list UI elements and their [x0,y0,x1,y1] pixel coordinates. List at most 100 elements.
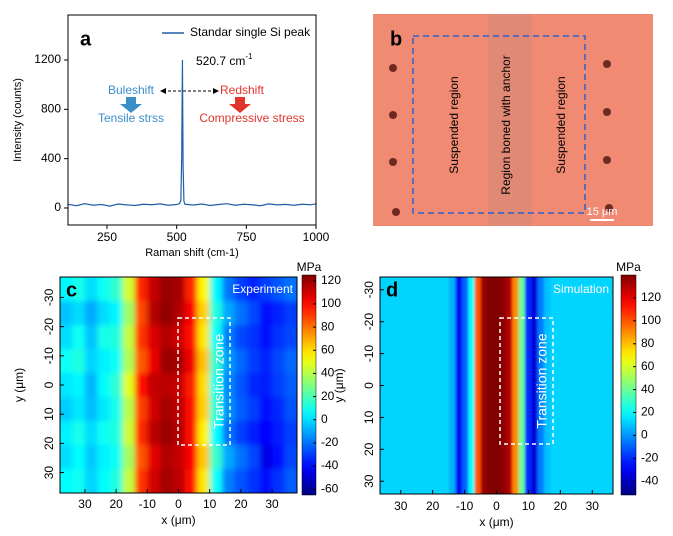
heatmap-cell [209,349,223,374]
colorbar [620,274,637,496]
heatmap-cell [109,349,123,374]
colorbar-tick-label: 80 [641,336,655,350]
heatmap-cell [147,445,161,470]
legend-label: Standar single Si peak [190,25,311,39]
heatmap-cell [259,421,273,446]
panel-label: d [386,279,398,301]
heatmap-cell [284,469,297,493]
heatmap-cell [247,469,261,493]
transition-box [499,317,554,445]
heatmap-cell [172,349,186,374]
heatmap-cell [184,349,198,374]
stress-label: Tensile strss [98,111,164,125]
heatmap-cell [197,301,211,326]
heatmap-cell [524,277,532,494]
heatmap-cell [197,397,211,422]
heatmap-cell [222,325,236,350]
heatmap-cell [222,373,236,398]
heatmap-cell [272,349,286,374]
anchor-band [488,14,532,226]
inset-label: Experiment [232,282,293,296]
heatmap-cell [247,349,261,374]
heatmap-cell [581,277,589,494]
heatmap-cell [197,325,211,350]
region-label: Suspended region [447,76,461,173]
x-tick-label: 0 [175,497,182,511]
heatmap-cell [147,349,161,374]
x-tick-label: 750 [236,230,256,244]
colorbar-tick-label: 100 [321,296,341,310]
x-tick-label: -10 [456,499,474,513]
panel-label: a [80,28,92,50]
heatmap-cell [537,277,545,494]
heatmap-cell [234,277,248,302]
colorbar-tick-label: 120 [641,290,661,304]
heatmap-cell [184,301,198,326]
heatmap-cell [134,469,148,493]
heatmap-cell [84,301,98,326]
heatmap-cell [197,445,211,470]
heatmap-cell [442,277,450,494]
x-tick-label: 20 [554,499,568,513]
heatmap-cell [184,445,198,470]
colorbar-tick-label: -40 [641,473,659,487]
heatmap-cell [84,349,98,374]
heatmap-cell [72,325,86,350]
heatmap-cell [531,277,538,494]
heatmap-cell [147,325,161,350]
y-tick-label: -30 [362,281,376,299]
heatmap-cell [209,421,223,446]
heatmap-cell [97,421,111,446]
heatmap-cell [222,445,236,470]
heatmap-cell [417,277,425,494]
y-tick-label: 0 [54,200,61,214]
heatmap-cell [234,301,248,326]
heatmap-cell [493,277,501,494]
heatmap-cell [84,277,98,302]
heatmap-cell [272,397,286,422]
heatmap-cell [109,325,123,350]
heatmap-cell [184,421,198,446]
heatmap-cell [386,277,394,494]
heatmap-cell [259,277,273,302]
heatmap-cell [84,397,98,422]
heatmap-cell [247,301,261,326]
heatmap-cell [436,277,444,494]
heatmap-cell [134,325,148,350]
y-tick-label: -30 [42,288,56,306]
heatmap-cell [222,301,236,326]
heatmap-cells [380,277,613,494]
heatmap-cell [72,397,86,422]
heatmap-cell [247,325,261,350]
heatmap-cell [449,277,457,494]
shift-label: Buleshift [108,83,155,97]
heatmap-cell [259,349,273,374]
y-tick-label: 30 [362,474,376,488]
y-tick-label: 10 [42,407,56,421]
colorbar-tick-label: 40 [321,366,335,380]
y-axis-label: Intensity (counts) [12,78,24,162]
heatmap-cell [109,397,123,422]
heatmap-cell [455,277,463,494]
inset-label: Simulation [553,282,609,296]
heatmap-cell [159,301,173,326]
heatmap-cell [247,445,261,470]
x-tick-label: 20 [109,497,123,511]
x-tick-label: 30 [265,497,279,511]
heatmap-cell [284,397,297,422]
heatmap-cell [247,373,261,398]
heatmap-cell [284,301,297,326]
heatmap-cell [562,277,570,494]
colorbar-tick-label: 60 [321,342,335,356]
heatmap-cell [284,325,297,350]
heatmap-cell [234,349,248,374]
heatmap-cell [134,301,148,326]
heatmap-cell [480,277,488,494]
heatmap-cell [134,445,148,470]
heatmap-cell [97,469,111,493]
region-label: Region boned with anchor [499,55,513,194]
colorbar-tick-label: 80 [321,319,335,333]
heatmap-cell [172,301,186,326]
heatmap-cell [209,397,223,422]
